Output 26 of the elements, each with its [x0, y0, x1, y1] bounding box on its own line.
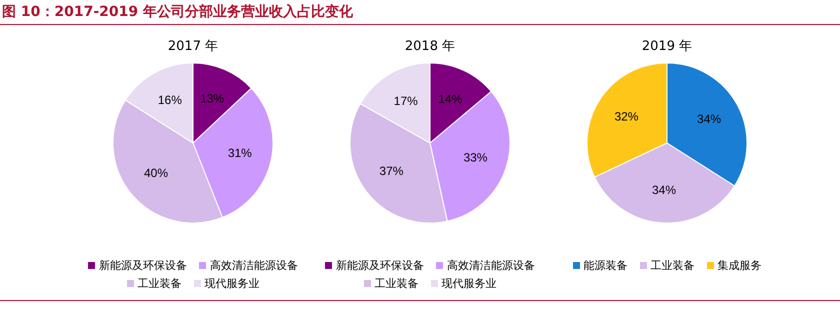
data-label: 34%	[652, 183, 676, 198]
data-label: 34%	[697, 112, 722, 126]
chart-title: 2019 年	[640, 38, 694, 56]
legend-label: 集成服务	[716, 258, 762, 273]
legend-label: 工业装备	[374, 276, 418, 291]
legend-label: 现代服务业	[204, 276, 260, 291]
legend-label: 工业装备	[136, 276, 182, 291]
data-label: 14%	[438, 92, 463, 106]
chart-title: 2018 年	[404, 38, 456, 56]
data-label: 16%	[158, 93, 182, 108]
legend-label: 工业装备	[650, 258, 694, 273]
legend-label: 高效清洁能源设备	[446, 258, 535, 273]
data-label: 31%	[228, 146, 252, 160]
data-label: 33%	[463, 150, 488, 165]
data-label: 37%	[379, 164, 404, 178]
data-label: 17%	[394, 94, 418, 108]
data-label: 32%	[614, 110, 639, 124]
legend-label: 新能源及环保设备	[98, 258, 187, 273]
data-label: 40%	[144, 166, 168, 180]
legend-label: 现代服务业	[440, 276, 496, 291]
data-label: 13%	[200, 91, 224, 106]
legend-label: 能源装备	[582, 258, 628, 273]
chart-title: 2017 年	[166, 38, 220, 56]
caption: 图 10：2017-2019 年公司分部业务营业收入占比变化	[2, 3, 353, 21]
legend-label: 高效清洁能源设备	[209, 258, 298, 273]
legend-label: 新能源及环保设备	[335, 258, 424, 273]
